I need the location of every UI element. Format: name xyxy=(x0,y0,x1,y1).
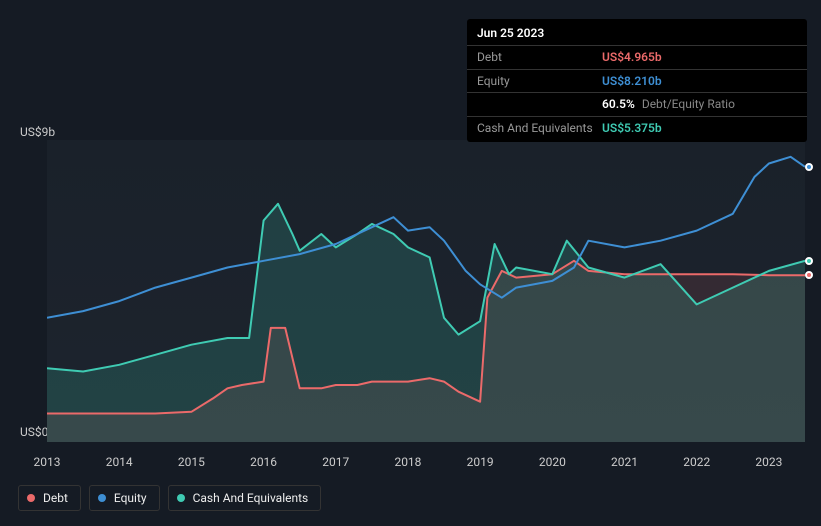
tooltip-sublabel: Debt/Equity Ratio xyxy=(639,97,735,111)
legend-label: Cash And Equivalents xyxy=(193,491,309,505)
tooltip-label: Debt xyxy=(477,49,602,66)
x-axis-label: 2023 xyxy=(755,455,782,469)
y-axis-label: US$0 xyxy=(20,425,48,439)
tooltip-row: EquityUS$8.210b xyxy=(467,69,807,93)
legend-dot-icon xyxy=(177,494,185,502)
tooltip-value: US$5.375b xyxy=(602,120,662,137)
chart-plot[interactable] xyxy=(47,140,805,442)
tooltip-row: 60.5% Debt/Equity Ratio xyxy=(467,92,807,116)
legend-dot-icon xyxy=(27,494,35,502)
tooltip-value: US$8.210b xyxy=(602,73,662,90)
x-axis-label: 2013 xyxy=(34,455,61,469)
area-cash-and-equivalents xyxy=(47,204,805,442)
x-axis-label: 2019 xyxy=(467,455,494,469)
x-axis-label: 2015 xyxy=(178,455,205,469)
x-axis: 2013201420152016201720182019202020212022… xyxy=(47,448,805,468)
series-end-marker xyxy=(805,163,813,171)
tooltip-value: 60.5% Debt/Equity Ratio xyxy=(602,96,735,113)
x-axis-label: 2016 xyxy=(250,455,277,469)
y-axis-label: US$9b xyxy=(20,125,55,139)
x-axis-label: 2017 xyxy=(322,455,349,469)
tooltip-label xyxy=(477,96,602,113)
legend-label: Equity xyxy=(114,491,147,505)
series-end-marker xyxy=(805,271,813,279)
tooltip-date: Jun 25 2023 xyxy=(467,25,807,45)
legend-dot-icon xyxy=(98,494,106,502)
chart-legend: Debt Equity Cash And Equivalents xyxy=(18,485,321,511)
tooltip-row: Cash And EquivalentsUS$5.375b xyxy=(467,116,807,140)
tooltip-label: Equity xyxy=(477,73,602,90)
x-axis-label: 2022 xyxy=(683,455,710,469)
legend-item-debt[interactable]: Debt xyxy=(18,485,81,511)
x-axis-label: 2018 xyxy=(394,455,421,469)
x-axis-label: 2020 xyxy=(539,455,566,469)
chart-area: US$9bUS$0 201320142015201620172018201920… xyxy=(17,125,805,445)
legend-label: Debt xyxy=(43,491,68,505)
x-axis-label: 2021 xyxy=(611,455,638,469)
legend-item-cash-and-equivalents[interactable]: Cash And Equivalents xyxy=(168,485,322,511)
tooltip-value: US$4.965b xyxy=(602,49,662,66)
chart-tooltip: Jun 25 2023 DebtUS$4.965bEquityUS$8.210b… xyxy=(467,19,807,142)
legend-item-equity[interactable]: Equity xyxy=(89,485,160,511)
series-end-marker xyxy=(805,257,813,265)
tooltip-label: Cash And Equivalents xyxy=(477,120,602,137)
tooltip-row: DebtUS$4.965b xyxy=(467,45,807,69)
x-axis-label: 2014 xyxy=(106,455,133,469)
